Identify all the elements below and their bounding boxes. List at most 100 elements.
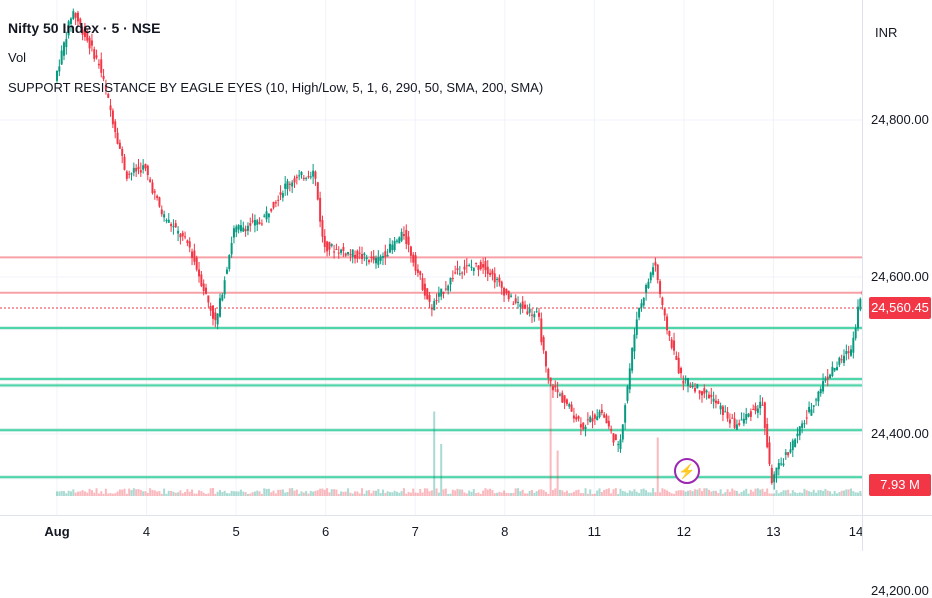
- candle-body-179: [473, 268, 475, 271]
- candle-body-254: [647, 282, 649, 288]
- volume-bar-124: [345, 492, 347, 496]
- volume-bar-86: [256, 491, 258, 496]
- candle-body-143: [389, 244, 391, 253]
- candle-body-291: [734, 418, 736, 427]
- candle-body-247: [631, 348, 633, 371]
- candle-body-114: [321, 220, 323, 237]
- volume-bar-92: [270, 492, 272, 496]
- candle-body-58: [191, 252, 193, 258]
- candle-body-306: [769, 442, 771, 464]
- lightning-icon[interactable]: ⚡: [674, 458, 700, 484]
- candle-body-65: [207, 295, 209, 302]
- candle-body-136: [373, 256, 375, 260]
- volume-bar-140: [382, 490, 384, 496]
- candle-body-196: [512, 304, 514, 305]
- candle-body-81: [245, 229, 247, 231]
- volume-bar-153: [412, 489, 414, 496]
- volume-bar-130: [359, 493, 361, 496]
- volume-bar-324: [810, 492, 812, 496]
- candle-body-283: [715, 401, 717, 404]
- candle-body-111: [314, 172, 316, 179]
- candle-body-51: [175, 223, 177, 227]
- candle-body-97: [282, 193, 284, 197]
- candle-body-312: [782, 464, 784, 466]
- volume-bar-29: [124, 489, 126, 496]
- price-tick-label: 24,600.00: [871, 269, 929, 284]
- chart-plot-area[interactable]: Nifty 50 Index · 5 · NSE Vol SUPPORT RES…: [0, 0, 862, 515]
- candle-body-75: [231, 243, 233, 254]
- volume-bar-168: [447, 494, 449, 496]
- volume-bar-59: [193, 493, 195, 496]
- volume-bar-147: [398, 493, 400, 496]
- indicator-legend[interactable]: SUPPORT RESISTANCE BY EAGLE EYES (10, Hi…: [8, 80, 543, 95]
- candle-body-250: [638, 308, 640, 318]
- candle-body-18: [98, 64, 100, 65]
- candle-body-130: [359, 253, 361, 254]
- candle-body-315: [789, 449, 791, 452]
- candle-body-145: [394, 241, 396, 250]
- volume-bar-287: [724, 492, 726, 496]
- candle-body-159: [426, 288, 428, 299]
- volume-bar-291: [734, 490, 736, 496]
- candle-body-93: [273, 202, 275, 208]
- candle-body-239: [612, 433, 614, 442]
- candle-body-236: [606, 416, 608, 424]
- currency-label[interactable]: INR: [875, 25, 897, 40]
- candle-body-229: [589, 417, 591, 422]
- volume-bar-76: [233, 491, 235, 496]
- candle-body-123: [342, 247, 344, 251]
- candle-body-299: [752, 409, 754, 410]
- volume-bar-88: [261, 494, 263, 496]
- volume-bar-343: [855, 492, 857, 496]
- candle-body-241: [617, 444, 619, 445]
- volume-bar-17: [96, 488, 98, 496]
- candle-body-234: [601, 410, 603, 413]
- volume-bar-185: [487, 489, 489, 496]
- candle-body-193: [505, 289, 507, 293]
- volume-bar-58: [191, 489, 193, 496]
- candle-body-42: [154, 191, 156, 192]
- symbol-title[interactable]: Nifty 50 Index · 5 · NSE: [8, 20, 160, 36]
- volume-bar-292: [736, 491, 738, 496]
- candle-body-152: [410, 247, 412, 256]
- candle-body-330: [824, 379, 826, 380]
- price-tick-label: 24,400.00: [871, 426, 929, 441]
- candle-body-189: [496, 279, 498, 280]
- volume-bar-251: [640, 489, 642, 496]
- volume-bar-149: [403, 488, 405, 496]
- candle-body-103: [296, 177, 298, 178]
- price-chart[interactable]: [0, 0, 862, 515]
- volume-bar-296: [745, 489, 747, 496]
- candle-body-324: [810, 409, 812, 415]
- volume-bar-252: [643, 489, 645, 496]
- candle-body-340: [848, 351, 850, 352]
- volume-bar-284: [717, 493, 719, 496]
- candle-body-248: [633, 335, 635, 352]
- volume-bar-268: [680, 490, 682, 496]
- volume-bar-60: [196, 494, 198, 496]
- candle-body-119: [333, 252, 335, 253]
- candle-body-328: [820, 389, 822, 393]
- candle-body-191: [501, 282, 503, 288]
- candle-body-69: [217, 314, 219, 325]
- candle-body-289: [729, 419, 731, 423]
- volume-bar-38: [144, 491, 146, 496]
- volume-bar-21: [105, 489, 107, 496]
- volume-bar-272: [689, 490, 691, 496]
- volume-bar-61: [198, 490, 200, 496]
- candle-body-167: [445, 289, 447, 290]
- volume-bar-24: [112, 494, 114, 496]
- volume-bar-299: [752, 492, 754, 496]
- volume-bar-203: [529, 491, 531, 496]
- volume-bar-314: [787, 490, 789, 496]
- candle-body-215: [557, 389, 559, 392]
- candle-body-304: [764, 402, 766, 428]
- volume-bar-283: [715, 491, 717, 496]
- volume-legend[interactable]: Vol: [8, 50, 26, 65]
- candle-body-156: [419, 271, 421, 275]
- candle-body-217: [561, 393, 563, 403]
- candle-body-290: [731, 418, 733, 419]
- candle-body-246: [629, 368, 631, 389]
